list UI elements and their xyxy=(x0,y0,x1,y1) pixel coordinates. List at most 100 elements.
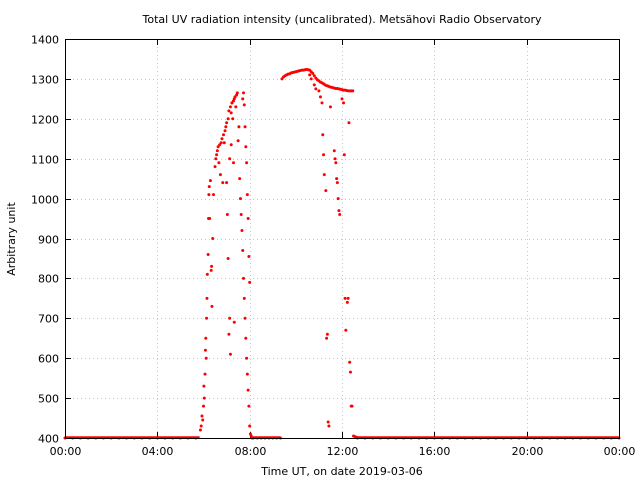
data-point xyxy=(200,414,204,418)
data-point xyxy=(226,256,230,260)
data-point xyxy=(325,332,329,336)
grid xyxy=(65,39,620,439)
data-point xyxy=(227,109,231,113)
data-point xyxy=(228,352,232,356)
chart-title: Total UV radiation intensity (uncalibrat… xyxy=(142,13,542,26)
data-point xyxy=(340,97,344,101)
data-point xyxy=(242,296,246,300)
data-point xyxy=(228,316,232,320)
data-point xyxy=(223,129,227,133)
data-point xyxy=(208,179,212,183)
data-point xyxy=(247,404,251,408)
data-point xyxy=(225,213,229,217)
data-point xyxy=(244,145,248,149)
data-point xyxy=(309,77,313,81)
data-point xyxy=(227,332,231,336)
data-point xyxy=(347,121,351,125)
y-tick-label: 900 xyxy=(38,234,59,247)
data-point xyxy=(221,181,225,185)
plot-frame xyxy=(65,39,620,439)
data-point xyxy=(351,89,355,93)
data-point xyxy=(202,396,206,400)
data-point xyxy=(229,143,233,147)
data-point xyxy=(220,137,224,141)
y-tick-labels: 400 500 600 700 800 900 1000 1100 1200 1300 1400 xyxy=(31,34,59,446)
data-point xyxy=(238,197,242,201)
data-point xyxy=(231,117,235,121)
data-point xyxy=(308,73,312,77)
y-tick-label: 1000 xyxy=(31,194,59,207)
data-point xyxy=(247,254,251,258)
data-point xyxy=(212,193,216,197)
y-tick-label: 400 xyxy=(38,433,59,446)
data-point xyxy=(219,141,223,145)
data-point xyxy=(240,229,244,233)
x-tick-label: 20:00 xyxy=(512,445,544,458)
data-point xyxy=(222,133,226,137)
x-tick-label: 08:00 xyxy=(235,445,267,458)
data-point xyxy=(245,356,249,360)
data-point xyxy=(334,161,338,165)
data-point xyxy=(338,213,342,217)
data-point xyxy=(320,101,324,105)
data-point xyxy=(222,141,226,145)
data-point xyxy=(235,91,239,95)
data-point xyxy=(226,117,230,121)
data-point xyxy=(203,372,207,376)
data-point xyxy=(324,189,328,193)
data-point xyxy=(312,83,316,87)
data-point xyxy=(209,268,213,272)
data-point xyxy=(245,193,249,197)
data-point xyxy=(241,97,245,101)
data-point xyxy=(344,328,348,332)
data-point xyxy=(243,316,247,320)
data-point xyxy=(205,296,209,300)
data-point xyxy=(215,149,219,153)
data-point xyxy=(230,101,234,105)
data-point xyxy=(322,153,326,157)
data-point xyxy=(342,101,346,105)
data-point xyxy=(327,424,331,428)
x-axis-label: Time UT, on date 2019-03-06 xyxy=(260,465,423,478)
data-point xyxy=(326,420,330,424)
data-point xyxy=(218,173,222,177)
data-point xyxy=(204,356,208,360)
data-point xyxy=(232,320,236,324)
data-point xyxy=(205,272,209,276)
data-point xyxy=(224,125,228,129)
x-tick-label: 00:00 xyxy=(50,445,82,458)
data-point xyxy=(311,71,315,75)
data-point xyxy=(214,157,218,161)
y-tick-label: 1400 xyxy=(31,34,59,47)
data-point xyxy=(332,149,336,153)
data-point xyxy=(248,424,252,428)
data-point xyxy=(246,217,250,221)
data-point xyxy=(242,91,246,95)
data-point xyxy=(242,103,246,107)
data-point xyxy=(202,404,205,408)
data-point xyxy=(228,105,232,109)
data-point xyxy=(210,304,214,308)
data-point xyxy=(228,157,232,161)
data-point xyxy=(335,177,339,181)
data-point xyxy=(243,125,247,129)
data-point xyxy=(345,300,349,304)
data-point xyxy=(238,177,242,181)
data-point xyxy=(244,336,248,340)
data-point xyxy=(239,213,243,217)
y-tick-label: 1200 xyxy=(31,114,59,127)
data-point xyxy=(211,237,215,240)
data-point xyxy=(210,264,214,268)
data-point xyxy=(350,404,354,408)
data-point xyxy=(337,209,341,213)
data-point xyxy=(213,165,217,169)
data-point xyxy=(229,111,233,115)
data-point xyxy=(199,424,203,428)
data-point xyxy=(246,388,250,392)
x-tick-label: 04:00 xyxy=(142,445,174,458)
y-tick-label: 600 xyxy=(38,353,59,366)
data-point xyxy=(215,153,219,157)
x-tick-label: 12:00 xyxy=(327,445,359,458)
data-point xyxy=(343,296,347,300)
